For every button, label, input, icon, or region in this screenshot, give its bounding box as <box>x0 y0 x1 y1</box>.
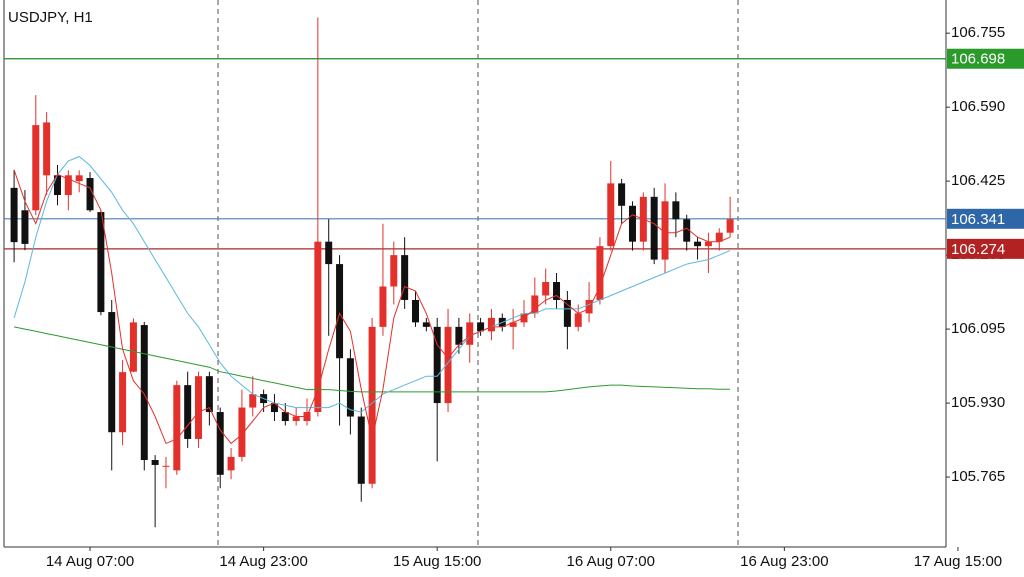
candle-body <box>574 313 582 327</box>
candle-body <box>119 372 127 433</box>
candle-body <box>618 183 626 206</box>
candle-body <box>162 465 170 467</box>
candle-body <box>151 460 159 465</box>
y-tick-label: 106.095 <box>951 320 1005 337</box>
price-level-label: 106.698 <box>951 51 1005 68</box>
candle-body <box>368 326 376 484</box>
candle-body <box>21 210 29 244</box>
candle-body <box>661 201 669 260</box>
candle-body <box>32 125 40 211</box>
price-level-box <box>947 238 1024 259</box>
y-tick-label: 105.765 <box>951 468 1005 485</box>
candle-body <box>531 295 539 314</box>
price-level-box <box>947 48 1024 69</box>
candle-body <box>596 246 604 300</box>
candle-body <box>227 456 235 471</box>
candle-body <box>726 219 734 233</box>
candle-body <box>173 385 181 471</box>
candle-body <box>10 187 18 243</box>
y-tick-label: 106.425 <box>951 172 1005 189</box>
candle-body <box>270 403 278 413</box>
candle-body <box>509 322 517 327</box>
x-tick-label: 16 Aug 07:00 <box>567 553 655 570</box>
candle-body <box>108 312 116 433</box>
x-tick-label: 16 Aug 23:00 <box>740 553 828 570</box>
candle-body <box>542 282 550 296</box>
candle-body <box>140 325 148 461</box>
candle-body <box>325 241 333 265</box>
candle-body <box>205 376 213 413</box>
candle-body <box>249 394 257 408</box>
price-level-box <box>947 208 1024 229</box>
candle-body <box>97 212 105 313</box>
candle-body <box>553 282 561 300</box>
candle-body <box>487 317 495 332</box>
x-tick-label: 14 Aug 23:00 <box>219 553 307 570</box>
candle-body <box>43 122 51 176</box>
candle-body <box>455 326 463 345</box>
candle-body <box>444 326 452 404</box>
candle-body <box>86 177 94 211</box>
candle-body <box>683 219 691 242</box>
x-tick-label: 15 Aug 15:00 <box>393 553 481 570</box>
candle-body <box>129 322 137 372</box>
candle-body <box>650 196 658 260</box>
candle-body <box>75 175 83 182</box>
candle-body <box>184 385 192 439</box>
candle-body <box>411 299 419 323</box>
candle-body <box>422 322 430 327</box>
price-level-label: 106.341 <box>951 211 1005 228</box>
moving-average <box>13 155 731 413</box>
candle-body <box>672 201 680 220</box>
chart-title: USDJPY, H1 <box>8 9 93 26</box>
candle-body <box>466 322 474 345</box>
y-tick-label: 105.930 <box>951 394 1005 411</box>
y-tick-label: 106.590 <box>951 98 1005 115</box>
candle-body <box>346 358 354 417</box>
candle-body <box>477 322 485 332</box>
candle-body <box>314 241 322 413</box>
x-tick-label: 17 Aug 15:00 <box>914 553 1002 570</box>
candle-body <box>715 232 723 242</box>
candle-body <box>563 299 571 327</box>
candle-body <box>607 183 615 247</box>
candle-body <box>216 412 224 475</box>
y-tick-label: 106.755 <box>951 24 1005 41</box>
candle-body <box>433 326 441 404</box>
moving-average <box>13 169 731 445</box>
candle-body <box>336 264 344 359</box>
candle-body <box>238 407 246 457</box>
candle-body <box>390 255 398 287</box>
x-tick-label: 14 Aug 07:00 <box>46 553 134 570</box>
candle-body <box>694 241 702 247</box>
candle-body <box>64 175 72 196</box>
candle-body <box>292 416 300 422</box>
candle-body <box>53 175 61 196</box>
candle-body <box>585 299 593 314</box>
moving-average <box>14 326 731 393</box>
candle-body <box>628 205 636 242</box>
candle-body <box>401 255 409 300</box>
candle-body <box>195 376 203 439</box>
candle-body <box>357 416 365 484</box>
candle-body <box>281 412 289 422</box>
candle-body <box>704 241 712 247</box>
candle-body <box>379 286 387 327</box>
price-level-label: 106.274 <box>951 241 1005 258</box>
